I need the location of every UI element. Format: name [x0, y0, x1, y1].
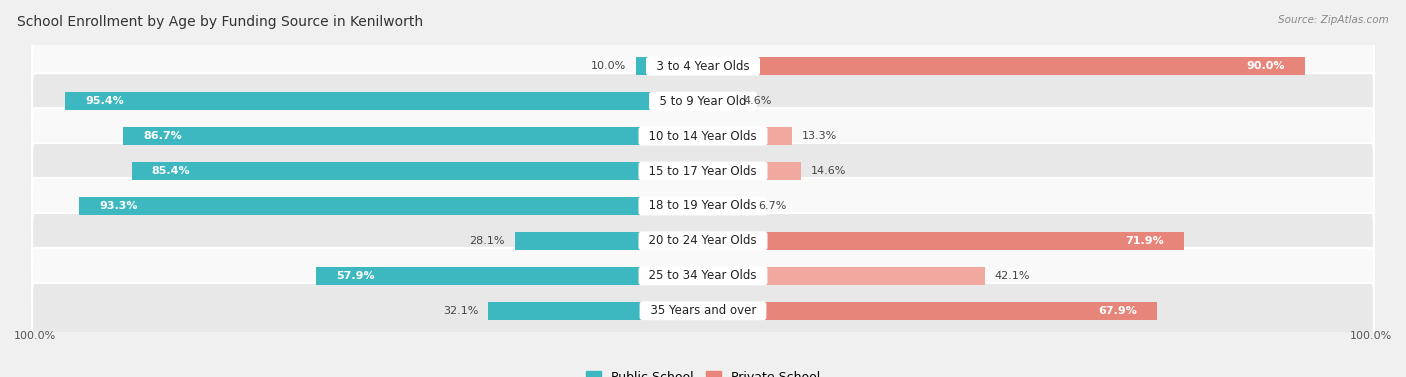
- FancyBboxPatch shape: [32, 143, 1374, 199]
- Text: 14.6%: 14.6%: [811, 166, 846, 176]
- Legend: Public School, Private School: Public School, Private School: [581, 366, 825, 377]
- Bar: [703, 267, 984, 285]
- Text: 32.1%: 32.1%: [443, 306, 478, 316]
- FancyBboxPatch shape: [32, 283, 1374, 339]
- Bar: [703, 197, 748, 215]
- Text: School Enrollment by Age by Funding Source in Kenilworth: School Enrollment by Age by Funding Sour…: [17, 15, 423, 29]
- Text: 28.1%: 28.1%: [470, 236, 505, 246]
- Text: 57.9%: 57.9%: [336, 271, 374, 281]
- Bar: [703, 302, 1157, 320]
- Text: Source: ZipAtlas.com: Source: ZipAtlas.com: [1278, 15, 1389, 25]
- Bar: [316, 267, 703, 285]
- Bar: [636, 57, 703, 75]
- Text: 6.7%: 6.7%: [758, 201, 786, 211]
- FancyBboxPatch shape: [32, 178, 1374, 234]
- FancyBboxPatch shape: [32, 108, 1374, 164]
- Text: 5 to 9 Year Old: 5 to 9 Year Old: [652, 95, 754, 108]
- Text: 93.3%: 93.3%: [98, 201, 138, 211]
- Bar: [703, 232, 1184, 250]
- Bar: [703, 92, 734, 110]
- FancyBboxPatch shape: [32, 248, 1374, 304]
- Bar: [488, 302, 703, 320]
- Text: 25 to 34 Year Olds: 25 to 34 Year Olds: [641, 269, 765, 282]
- Text: 95.4%: 95.4%: [84, 96, 124, 106]
- Bar: [703, 162, 800, 180]
- Bar: [124, 127, 703, 145]
- Bar: [65, 92, 703, 110]
- Text: 42.1%: 42.1%: [994, 271, 1031, 281]
- Text: 15 to 17 Year Olds: 15 to 17 Year Olds: [641, 164, 765, 178]
- Text: 100.0%: 100.0%: [14, 331, 56, 341]
- Bar: [703, 57, 1305, 75]
- Text: 18 to 19 Year Olds: 18 to 19 Year Olds: [641, 199, 765, 213]
- Text: 100.0%: 100.0%: [1350, 331, 1392, 341]
- Text: 4.6%: 4.6%: [744, 96, 772, 106]
- Text: 13.3%: 13.3%: [801, 131, 837, 141]
- Text: 86.7%: 86.7%: [143, 131, 181, 141]
- Text: 10 to 14 Year Olds: 10 to 14 Year Olds: [641, 130, 765, 143]
- Text: 85.4%: 85.4%: [152, 166, 190, 176]
- Bar: [132, 162, 703, 180]
- Text: 10.0%: 10.0%: [591, 61, 626, 71]
- Text: 3 to 4 Year Olds: 3 to 4 Year Olds: [650, 60, 756, 73]
- FancyBboxPatch shape: [32, 73, 1374, 129]
- Text: 35 Years and over: 35 Years and over: [643, 304, 763, 317]
- Text: 71.9%: 71.9%: [1125, 236, 1164, 246]
- FancyBboxPatch shape: [32, 213, 1374, 269]
- Bar: [79, 197, 703, 215]
- Text: 67.9%: 67.9%: [1098, 306, 1137, 316]
- Text: 20 to 24 Year Olds: 20 to 24 Year Olds: [641, 234, 765, 247]
- Bar: [703, 127, 792, 145]
- Text: 90.0%: 90.0%: [1247, 61, 1285, 71]
- Bar: [515, 232, 703, 250]
- FancyBboxPatch shape: [32, 38, 1374, 94]
